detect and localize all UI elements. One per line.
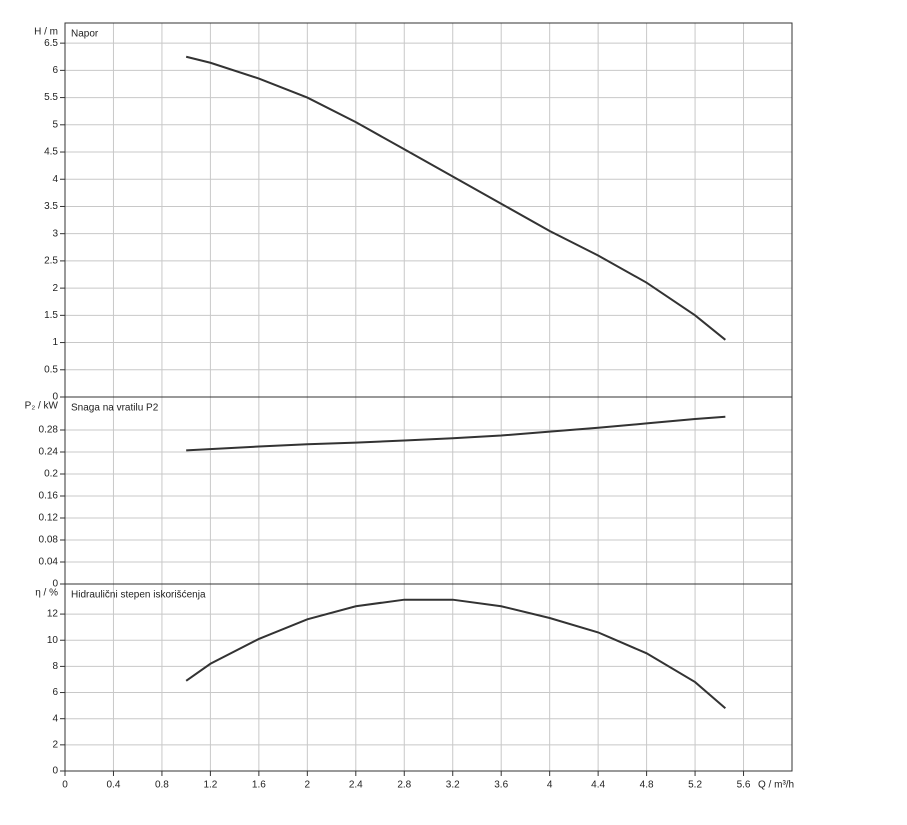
plot-frame	[64, 396, 793, 585]
y-tick-label: 2.5	[44, 256, 58, 267]
x-axis-label: Q / m³/h	[758, 780, 794, 791]
x-tick-label: 1.2	[203, 780, 217, 791]
y-tick-label: 0.24	[39, 447, 59, 458]
y-tick-label: 0.28	[39, 425, 59, 436]
curve	[185, 55, 726, 341]
y-tick-label: 1	[52, 337, 58, 348]
x-tick-label: 3.6	[494, 780, 508, 791]
x-tick-label: 2.4	[349, 780, 363, 791]
y-tick-label: 0.2	[44, 469, 58, 480]
x-tick-label: 5.6	[737, 780, 751, 791]
x-tick-label: 4	[547, 780, 553, 791]
y-tick-label: 12	[47, 609, 59, 620]
curve	[185, 598, 727, 709]
y-tick-label: 10	[47, 635, 59, 646]
y-tick-label: 6	[52, 687, 58, 698]
x-tick-label: 4.4	[591, 780, 605, 791]
y-axis-label: P₂ / kW	[25, 401, 59, 412]
x-tick-label: 0	[62, 780, 68, 791]
x-tick-label: 0.8	[155, 780, 169, 791]
y-tick-label: 8	[52, 661, 58, 672]
plot-frame	[64, 583, 793, 772]
y-tick-label: 0.04	[39, 557, 59, 568]
y-tick-label: 5.5	[44, 92, 58, 103]
y-tick-label: 0.12	[39, 513, 59, 524]
x-tick-label: 5.2	[688, 780, 702, 791]
plot-frame	[64, 22, 793, 398]
y-axis-label: η / %	[35, 588, 58, 599]
curve	[186, 415, 726, 452]
y-axis-label: H / m	[34, 27, 58, 38]
x-tick-label: 1.6	[252, 780, 266, 791]
y-tick-label: 4.5	[44, 147, 58, 158]
panel-title: Napor	[71, 29, 99, 40]
y-tick-label: 0	[52, 579, 58, 590]
y-tick-label: 1.5	[44, 310, 58, 321]
y-tick-label: 6	[52, 65, 58, 76]
y-tick-label: 3.5	[44, 201, 58, 212]
x-tick-label: 2.8	[397, 780, 411, 791]
panel-title: Hidraulični stepen iskorišćenja	[71, 590, 206, 601]
x-tick-label: 3.2	[446, 780, 460, 791]
y-tick-label: 0.5	[44, 364, 58, 375]
x-tick-label: 4.8	[640, 780, 654, 791]
x-tick-label: 0.4	[107, 780, 121, 791]
y-tick-label: 4	[52, 713, 58, 724]
y-tick-label: 2	[52, 283, 58, 294]
y-tick-label: 4	[52, 174, 58, 185]
y-tick-label: 2	[52, 739, 58, 750]
panel-title: Snaga na vratilu P2	[71, 403, 159, 414]
y-tick-label: 0	[52, 392, 58, 403]
y-tick-label: 3	[52, 228, 58, 239]
x-tick-label: 2	[305, 780, 311, 791]
y-tick-label: 5	[52, 119, 58, 130]
y-tick-label: 0.16	[39, 491, 59, 502]
y-tick-label: 0	[52, 766, 58, 777]
y-tick-label: 0.08	[39, 535, 59, 546]
y-tick-label: 6.5	[44, 38, 58, 49]
